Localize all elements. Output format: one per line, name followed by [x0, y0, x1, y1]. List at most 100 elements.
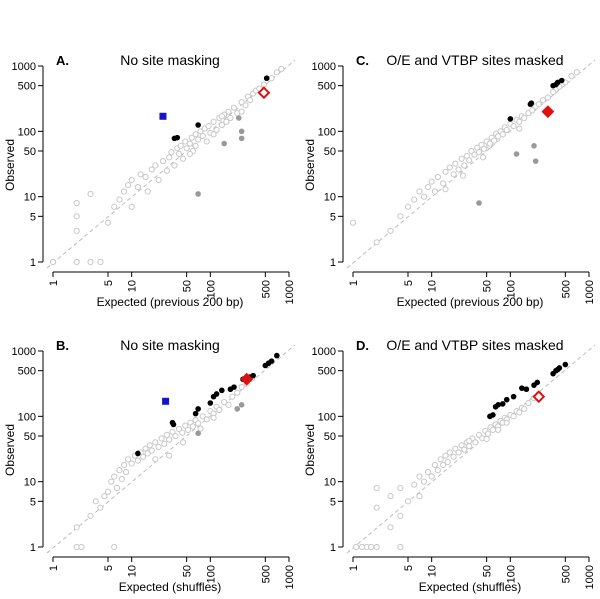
panel-b-point-open-gray — [146, 442, 153, 449]
panel-d-y-tick-label: 1 — [330, 542, 336, 554]
panel-b-point-open-gray — [163, 431, 170, 438]
panel-d-point-open-gray — [440, 461, 447, 469]
panel-c-y-tick-label: 10 — [324, 192, 336, 204]
panel-b-point-filled-black — [192, 410, 199, 417]
panel-c-y-tick-label: 1000 — [312, 61, 336, 73]
panel-b-point-filled-black — [274, 352, 280, 359]
panel-d-point-open-gray — [510, 413, 517, 420]
panel-c: C. O/E and VTBP sites masked Expected (p… — [303, 52, 596, 309]
panel-a-point-open-gray — [199, 132, 206, 140]
panel-b-point-open-gray — [142, 445, 149, 452]
panel-a-y-tick-label: 500 — [18, 81, 36, 93]
panel-a-point-filled-gray — [238, 135, 245, 142]
panel-d-x-axis-label: Expected (shuffles) — [419, 580, 522, 594]
panel-b-y-tick-label: 10 — [24, 477, 36, 489]
panel-b-x-tick-label: 1 — [48, 565, 60, 571]
panel-d-point-open-gray — [489, 426, 496, 433]
panel-a-x-tick-label: 10 — [127, 280, 139, 292]
panel-d-point-open-gray — [397, 543, 404, 551]
panel-a-point-open-gray — [188, 134, 195, 141]
panel-d: D. O/E and VTBP sites masked Expected (s… — [303, 337, 596, 594]
panel-c-point-filled-black — [558, 77, 565, 84]
panel-a-point-open-gray — [177, 142, 184, 149]
panel-b-point-open-gray — [92, 498, 99, 505]
panel-b-title: No site masking — [120, 337, 220, 353]
panel-a-point-open-gray — [242, 102, 249, 109]
panel-a-point-open-gray — [166, 154, 173, 161]
panel-a-point-open-gray — [268, 75, 275, 82]
panel-a-point-open-gray — [73, 227, 80, 234]
panel-d-point-open-gray — [368, 543, 375, 551]
panel-b-point-open-gray — [111, 543, 118, 551]
panel-c-point-open-gray — [459, 172, 467, 179]
panel-a-point-open-gray — [163, 167, 170, 174]
panel-c-point-red-diamond — [541, 105, 555, 119]
panel-b-y-axis-label: Observed — [3, 424, 17, 476]
panel-d-point-open-gray — [461, 446, 468, 453]
panel-d-point-open-gray — [516, 409, 523, 416]
panel-d-point-filled-black — [495, 402, 501, 408]
panel-b-point-filled-black — [219, 387, 225, 394]
panel-a-y-tick-label: 1000 — [12, 61, 36, 73]
panel-d-point-open-gray — [353, 543, 360, 551]
panel-a-point-open-gray — [155, 176, 162, 184]
panel-b-x-tick-label: 500 — [260, 565, 272, 583]
panel-c-point-open-gray — [521, 114, 528, 122]
panel-d-y-tick-label: 500 — [318, 366, 336, 378]
panel-a-y-tick-label: 10 — [24, 192, 36, 204]
panel-c-x-tick-label: 5 — [403, 280, 415, 286]
panel-c-point-open-gray — [568, 73, 575, 80]
panel-a-point-filled-black — [174, 134, 181, 141]
panel-b-point-open-gray — [152, 456, 159, 463]
panel-b-y-tick-label: 100 — [18, 411, 36, 423]
panel-b-point-open-gray — [203, 416, 210, 423]
panel-b-point-filled-black — [170, 421, 177, 428]
panel-d-point-open-gray — [434, 467, 441, 474]
panel-c-point-open-gray — [479, 154, 487, 161]
panel-d-point-open-gray — [442, 452, 449, 459]
panel-d-point-filled-black — [523, 386, 530, 393]
panel-a-y-tick-label: 100 — [18, 126, 36, 138]
panel-a-point-filled-gray — [235, 115, 242, 121]
panel-b-point-open-gray — [199, 413, 206, 420]
panel-c-point-open-gray — [535, 101, 542, 108]
panel-a-point-open-gray — [152, 162, 159, 169]
panel-c-point-filled-black — [507, 116, 514, 122]
panel-a-letter: A. — [56, 53, 69, 68]
panel-c-point-open-gray — [450, 171, 457, 178]
panel-a-point-filled-black — [195, 122, 201, 128]
panel-c-y-tick-label: 500 — [318, 81, 336, 93]
panel-b-point-open-gray — [101, 493, 108, 500]
panel-c-x-tick-label: 500 — [560, 280, 572, 298]
panel-b-point-open-gray — [225, 401, 232, 408]
panel-c-point-open-gray — [387, 227, 394, 234]
panel-b-x-tick-label: 1000 — [284, 565, 296, 589]
panel-d-point-open-gray — [444, 458, 451, 466]
panel-c-point-open-gray — [420, 193, 428, 200]
panel-a-point-open-gray — [171, 162, 178, 169]
panel-a: A. No site masking Expected (previous 20… — [3, 52, 296, 309]
panel-a-x-axis-label: Expected (previous 200 bp) — [97, 295, 244, 309]
panel-c-point-open-gray — [503, 126, 510, 134]
panel-a-point-open-gray — [134, 184, 141, 191]
panel-c-x-axis-label: Expected (previous 200 bp) — [397, 295, 544, 309]
panel-b-point-filled-black — [231, 384, 237, 390]
panel-d-point-open-gray — [521, 405, 528, 412]
panel-b-point-open-gray — [87, 512, 94, 519]
panel-b-x-tick-label: 5 — [103, 565, 115, 571]
panel-c-y-tick-label: 5 — [330, 211, 336, 223]
panel-b-point-filled-gray — [238, 402, 245, 408]
panel-c-x-tick-label: 50 — [482, 280, 494, 292]
panel-c-point-open-gray — [428, 178, 435, 185]
panel-b-point-open-gray — [166, 436, 173, 443]
panel-c-point-filled-gray — [531, 143, 537, 149]
panel-b-point-filled-black — [207, 400, 214, 406]
panel-a-x-tick-label: 100 — [205, 280, 217, 298]
panel-b-point-open-gray — [182, 422, 189, 429]
panel-d-point-open-gray — [484, 430, 492, 437]
panel-b-point-open-gray — [175, 425, 183, 433]
panel-d-point-open-gray — [466, 437, 473, 445]
panel-d-point-filled-black — [534, 379, 541, 386]
panel-b-point-open-gray — [113, 484, 121, 492]
panel-b-point-open-gray — [123, 469, 130, 476]
